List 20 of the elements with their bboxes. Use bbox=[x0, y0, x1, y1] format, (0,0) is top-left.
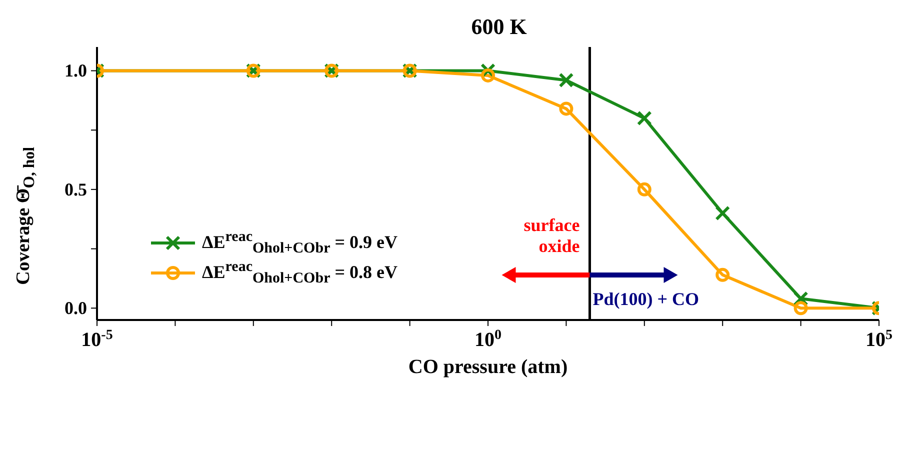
x-tick-label: 10$^{0}$ bbox=[474, 328, 502, 351]
point bbox=[716, 268, 730, 282]
point bbox=[637, 182, 652, 196]
annotation: surface oxide bbox=[524, 215, 580, 256]
y-tick-label: 1.0 bbox=[64, 60, 87, 81]
chart-title: 600 K bbox=[470, 14, 528, 40]
point bbox=[715, 206, 730, 221]
point bbox=[559, 102, 574, 116]
y-tick-label: 0.5 bbox=[64, 179, 87, 200]
annotation: Pd(100) + CO bbox=[592, 289, 700, 309]
point bbox=[558, 72, 574, 88]
y-tick-label: 0.0 bbox=[64, 298, 87, 318]
point bbox=[481, 68, 495, 82]
legend-label: ΔE$^{reac}$$_{Ohol+CObr}$ = 0.8 eV bbox=[202, 258, 398, 288]
x-tick-label: 10$^{5}$ bbox=[866, 328, 892, 351]
legend-label: ΔE$^{reac}$$_{Ohol+CObr}$ = 0.9 eV bbox=[202, 228, 398, 258]
x-axis-title: CO pressure (atm) bbox=[408, 356, 568, 378]
x-tick-label: 10$^{-5}$ bbox=[81, 328, 113, 351]
point bbox=[636, 110, 652, 126]
point bbox=[794, 301, 808, 316]
